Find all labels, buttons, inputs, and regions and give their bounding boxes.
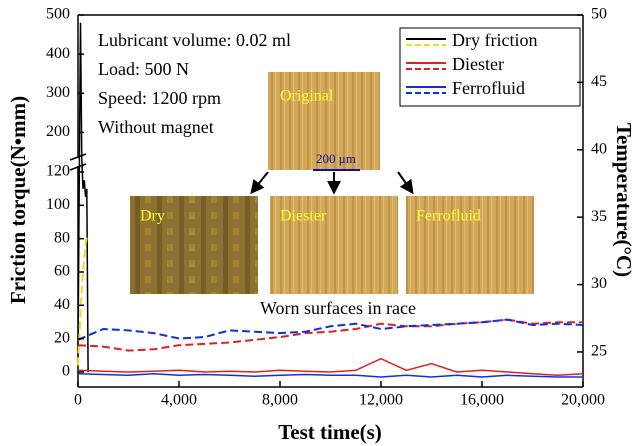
y2-tick-label: 35 [591,208,607,225]
temperature-line [77,318,583,352]
inset-label: Dry [140,208,165,225]
y-tick-label: 200 [46,123,70,140]
scale-bar-label: 200 μm [316,151,356,166]
inset-caption: Worn surfaces in race [260,298,416,318]
torque-line [77,357,584,377]
inset-ferrofluid [406,196,534,294]
arrow [397,171,414,195]
y2-tick-label: 50 [591,6,607,23]
y-tick-label: 60 [54,263,70,280]
inset-diester [270,196,398,294]
x-tick-label: 16,000 [460,392,504,409]
y2-tick-label: 40 [591,140,607,157]
y-tick-label: 20 [54,329,70,346]
y-tick-label: 80 [54,229,70,246]
y-tick-label: 300 [46,84,70,101]
legend-label: Dry friction [452,30,537,50]
x-tick-label: 8,000 [262,392,298,409]
temperature-line [77,237,88,366]
annotation: Without magnet [98,117,214,137]
y-tick-label: 40 [54,296,70,313]
annotation: Lubricant volume: 0.02 ml [98,30,291,50]
y-tick-label: 100 [46,196,70,213]
inset-label: Diester [280,208,327,225]
y-tick-label: 500 [46,6,70,23]
temperature-line [77,318,584,341]
y2-tick-label: 45 [591,73,607,90]
y-tick-label: 400 [46,45,70,62]
inset-images: Original Dry Diester Ferrofluid 200 μm W… [77,22,584,378]
torque-line [77,22,89,373]
x-axis-label: Test time(s) [278,420,382,444]
arrow [250,171,269,195]
inset-label: Original [280,88,334,105]
legend-label: Diester [452,54,504,74]
y2-tick-label: 30 [591,275,607,292]
y-axis-label: Friction torque(N•mm) [6,96,30,304]
inset-label: Ferrofluid [416,208,481,225]
inset-original [268,72,380,170]
annotation: Speed: 1200 rpm [98,88,221,108]
annotation: Load: 500 N [98,59,189,79]
torque-line [77,372,583,378]
inset-dry [130,196,258,294]
y-tick-label: 0 [62,363,70,380]
legend-label: Ferrofluid [452,78,525,98]
x-tick-label: 20,000 [561,392,605,409]
x-tick-label: 0 [74,392,82,409]
y2-axis-label: Temperature(°C) [612,123,635,277]
y2-tick-label: 25 [591,343,607,360]
y-tick-label: 120 [46,163,70,180]
x-tick-label: 4,000 [161,392,197,409]
x-tick-label: 12,000 [359,392,403,409]
